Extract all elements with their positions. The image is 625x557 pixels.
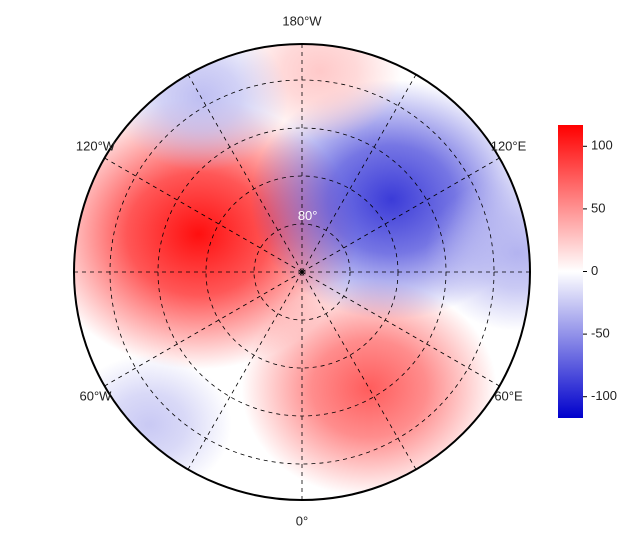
meridian <box>104 271 303 387</box>
meridian <box>301 157 500 273</box>
map-border <box>73 43 531 501</box>
meridian <box>187 74 303 273</box>
longitude-label: 0° <box>296 513 308 528</box>
anomaly <box>241 280 497 497</box>
anomaly <box>425 175 530 331</box>
colorbar <box>558 125 583 418</box>
anomaly <box>74 354 232 495</box>
meridian <box>301 271 500 387</box>
colorbar-tick-label: 100 <box>591 138 613 153</box>
graticule <box>74 44 530 500</box>
meridian <box>301 74 417 273</box>
colorbar-tick-label: 50 <box>591 200 605 215</box>
latitude-label: 80° <box>298 208 318 223</box>
longitude-label: 120°E <box>491 138 527 153</box>
field <box>74 44 530 500</box>
longitude-label: 180°W <box>282 13 322 28</box>
longitude-label: 120°W <box>76 138 116 153</box>
meridian <box>301 271 417 470</box>
meridian <box>104 157 303 273</box>
colorbar-tick-label: -50 <box>591 326 610 341</box>
longitude-label: 60°W <box>80 388 113 403</box>
meridian <box>187 271 303 470</box>
longitude-label: 60°E <box>494 388 523 403</box>
colorbar-tick-label: 0 <box>591 263 598 278</box>
colorbar-tick-label: -100 <box>591 388 617 403</box>
